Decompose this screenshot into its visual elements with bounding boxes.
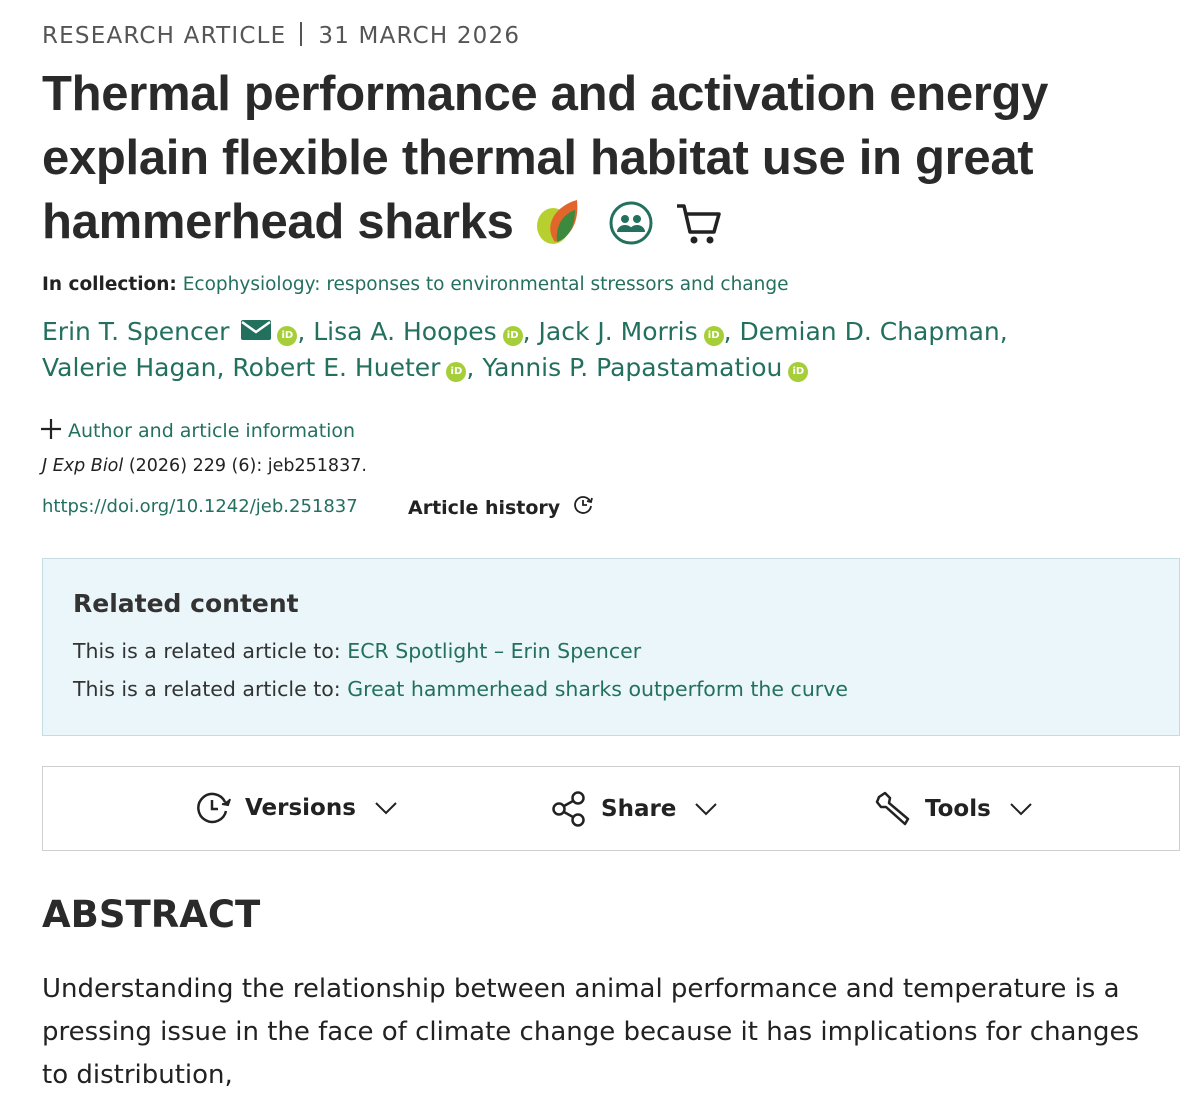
abstract-text: Understanding the relationship between a…	[42, 974, 1140, 1090]
tools-label: Tools	[925, 796, 991, 822]
citation: J Exp Biol (2026) 229 (6): jeb251837.	[42, 456, 367, 476]
kicker: RESEARCH ARTICLE 31 MARCH 2026	[42, 22, 520, 49]
author-list: Erin T. Spencer iD, Lisa A. Hoopes iD, Ja…	[42, 314, 1042, 386]
orcid-icon[interactable]: iD	[446, 362, 467, 382]
author[interactable]: Robert E. Hueter	[232, 353, 441, 382]
tools-button[interactable]: Tools	[875, 791, 1033, 827]
related-prefix: This is a related article to:	[73, 639, 341, 663]
author[interactable]: Erin T. Spencer	[42, 317, 230, 346]
orcid-icon[interactable]: iD	[277, 326, 298, 346]
separator: ,	[297, 317, 306, 346]
separator: ,	[216, 353, 225, 382]
separator: ,	[522, 317, 531, 346]
orcid-icon[interactable]: iD	[788, 362, 809, 382]
article-page: RESEARCH ARTICLE 31 MARCH 2026 Thermal pe…	[40, 22, 1180, 1090]
cart-icon[interactable]	[674, 200, 722, 246]
versions-icon	[197, 792, 231, 824]
doi-link[interactable]: https://doi.org/10.1242/jeb.251837	[42, 496, 358, 517]
related-heading: Related content	[73, 589, 299, 618]
orcid-icon[interactable]: iD	[502, 326, 523, 346]
related-content: Related content This is a related articl…	[42, 558, 1180, 736]
author[interactable]: Jack J. Morris	[538, 317, 698, 346]
history-icon	[574, 496, 594, 514]
separator: ,	[723, 317, 732, 346]
author[interactable]: Demian D. Chapman	[739, 317, 1000, 346]
page: Article {"header": {"type": "RESEARCH AR…	[40, 22, 1180, 1090]
tools-icon	[875, 791, 910, 826]
related-prefix: This is a related article to:	[73, 677, 341, 701]
author-info-toggle[interactable]: Author and article information	[40, 418, 355, 442]
email-icon[interactable]	[241, 320, 272, 340]
chevron	[695, 803, 718, 816]
journal: J Exp Biol	[42, 456, 124, 476]
citation-details: (2026) 229 (6): jeb251837.	[128, 456, 367, 476]
versions-button[interactable]: Versions	[195, 791, 398, 825]
author[interactable]: Valerie Hagan	[42, 353, 217, 382]
article-title: Thermal performance and activation energ…	[42, 67, 1049, 249]
author-info-label: Author and article information	[68, 420, 356, 442]
versions-label: Versions	[245, 795, 356, 821]
share-icon	[552, 791, 585, 827]
toolbar: Versions Share Tools	[42, 766, 1180, 851]
collection: In collection: Ecophysiology: responses …	[42, 274, 788, 295]
related-item: This is a related article to: Great hamm…	[73, 677, 848, 701]
article-history[interactable]: Article history	[408, 494, 594, 519]
share-button[interactable]: Share	[551, 791, 718, 827]
collection-link[interactable]: Ecophysiology: responses to environmenta…	[182, 274, 789, 295]
article-title-block: Thermal performance and activation energ…	[42, 62, 1052, 254]
chevron	[1010, 803, 1032, 816]
separator: ,	[466, 353, 475, 382]
share-label: Share	[601, 796, 677, 822]
article-history-label: Article history	[408, 497, 561, 519]
open-access-icon[interactable]	[608, 200, 654, 246]
separator	[300, 22, 303, 46]
author[interactable]: Yannis P. Papastamatiou	[482, 353, 783, 382]
publication-date: 31 MARCH 2026	[318, 23, 521, 49]
related-link[interactable]: Great hammerhead sharks outperform the c…	[347, 677, 848, 701]
article-type: RESEARCH ARTICLE	[42, 23, 287, 49]
related-link[interactable]: ECR Spotlight – Erin Spencer	[347, 639, 642, 663]
collection-label: In collection:	[42, 274, 177, 295]
orcid-icon[interactable]: iD	[703, 326, 724, 346]
chevron	[375, 802, 397, 815]
collection-logo	[536, 200, 578, 244]
separator: ,	[999, 317, 1008, 346]
plus-icon	[41, 419, 61, 439]
related-item: This is a related article to: ECR Spotli…	[73, 639, 641, 663]
abstract-heading: ABSTRACT	[42, 893, 261, 936]
author[interactable]: Lisa A. Hoopes	[313, 317, 497, 346]
